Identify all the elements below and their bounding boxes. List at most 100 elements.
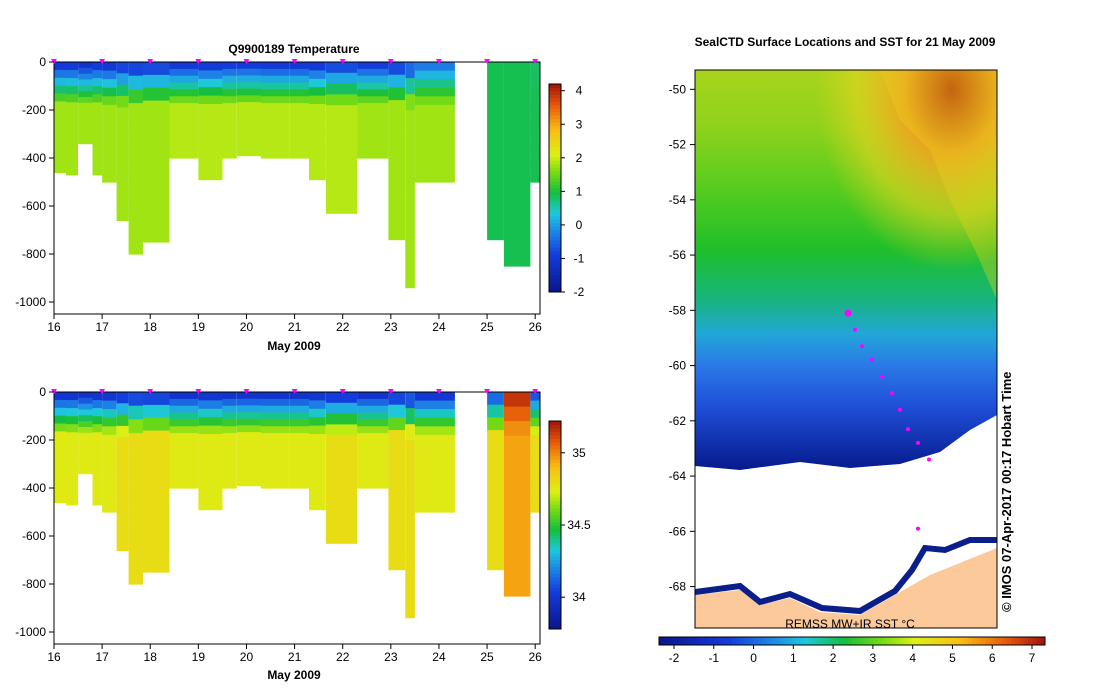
profile-cell bbox=[487, 138, 504, 152]
map-y-tick-label: -64 bbox=[669, 469, 687, 483]
colorbar-swatch bbox=[549, 445, 561, 450]
colorbar-swatch bbox=[549, 466, 561, 471]
map-colorbar-swatch bbox=[993, 637, 999, 645]
profile-cell bbox=[530, 122, 540, 132]
profile-cell bbox=[289, 453, 309, 462]
profile-cell bbox=[309, 120, 326, 130]
profile-cell bbox=[143, 62, 170, 76]
profile-cell bbox=[388, 150, 406, 165]
colorbar-swatch bbox=[549, 281, 561, 286]
profile-cell bbox=[128, 488, 143, 503]
profile-marker bbox=[195, 59, 202, 64]
profile-cell bbox=[236, 148, 261, 157]
colorbar-swatch bbox=[549, 431, 561, 436]
track-point bbox=[860, 344, 864, 349]
profile-cell bbox=[169, 89, 199, 97]
colorbar-swatch bbox=[549, 521, 561, 526]
map-colorbar-swatch bbox=[924, 637, 930, 645]
profile-cell bbox=[54, 125, 66, 134]
map-y-tick-label: -66 bbox=[669, 524, 687, 538]
map-colorbar-swatch bbox=[912, 637, 917, 645]
profile-cell bbox=[236, 62, 261, 70]
profile-cell bbox=[222, 453, 237, 462]
map-y-tick-label: -60 bbox=[669, 359, 687, 373]
profile-cell bbox=[289, 467, 309, 475]
profile-marker bbox=[339, 59, 346, 64]
colorbar-swatch bbox=[549, 549, 561, 554]
colorbar-swatch bbox=[549, 479, 561, 484]
profile-cell bbox=[54, 117, 66, 126]
profile-cell bbox=[128, 226, 143, 241]
profile-cell bbox=[325, 478, 358, 490]
profile-cell bbox=[357, 103, 389, 111]
profile-cell bbox=[414, 443, 455, 453]
sst-map-panel: SealCTD Surface Locations and SST for 21… bbox=[658, 35, 1046, 665]
profile-cell bbox=[54, 455, 66, 464]
profile-cell bbox=[143, 216, 170, 230]
profile-cell bbox=[503, 178, 531, 194]
profile-cell bbox=[530, 477, 540, 487]
profile-marker bbox=[484, 59, 491, 64]
profile-cell bbox=[289, 137, 309, 145]
temperature-title: Q9900189 Temperature bbox=[228, 42, 360, 56]
profile-cell bbox=[309, 112, 326, 122]
profile-cell bbox=[325, 467, 358, 479]
profile-cell bbox=[405, 488, 415, 506]
map-colorbar-swatch bbox=[903, 637, 909, 645]
map-colorbar-swatch bbox=[1040, 637, 1046, 645]
profile-cell bbox=[169, 481, 199, 489]
profile-cell bbox=[198, 171, 223, 181]
profile-cell bbox=[116, 448, 129, 461]
map-colorbar-swatch bbox=[714, 637, 720, 645]
profile-cell bbox=[169, 62, 199, 70]
profile-cell bbox=[54, 93, 66, 102]
profile-cell bbox=[236, 398, 261, 406]
profile-marker bbox=[532, 59, 539, 64]
profile-cell bbox=[143, 456, 170, 470]
map-colorbar-swatch bbox=[822, 637, 827, 645]
profile-cell bbox=[222, 96, 237, 104]
map-colorbar-swatch bbox=[856, 637, 862, 645]
map-y-tick-label: -52 bbox=[669, 138, 687, 152]
colorbar-swatch bbox=[549, 518, 561, 523]
profile-cell bbox=[116, 539, 129, 551]
profile-cell bbox=[78, 137, 93, 145]
antarctic-land bbox=[695, 548, 997, 628]
map-colorbar-swatch bbox=[937, 637, 943, 645]
profile-cell bbox=[357, 68, 389, 77]
profile-cell bbox=[92, 150, 103, 160]
colorbar-tick-label: 3 bbox=[576, 117, 583, 131]
profile-cell bbox=[78, 438, 93, 445]
profile-cell bbox=[405, 174, 415, 192]
profile-cell bbox=[309, 492, 326, 502]
profile-cell bbox=[169, 103, 199, 111]
y-tick-label: -1000 bbox=[15, 625, 46, 639]
profile-cell bbox=[388, 556, 406, 571]
profile-cell bbox=[198, 417, 223, 427]
profile-cell bbox=[78, 62, 93, 69]
profile-cell bbox=[128, 446, 143, 462]
colorbar-swatch bbox=[549, 528, 561, 533]
profile-cell bbox=[309, 484, 326, 494]
profile-cell bbox=[116, 516, 129, 529]
profile-cell bbox=[128, 185, 143, 200]
colorbar-swatch bbox=[549, 264, 561, 269]
colorbar-swatch bbox=[549, 219, 561, 224]
profile-cell bbox=[260, 89, 290, 97]
profile-cell bbox=[128, 556, 143, 571]
profile-cell bbox=[309, 450, 326, 460]
profile-cell bbox=[92, 488, 103, 498]
profile-cell bbox=[309, 154, 326, 164]
profile-cell bbox=[260, 405, 290, 414]
map-colorbar-swatch bbox=[946, 637, 952, 645]
profile-cell bbox=[530, 503, 540, 513]
profile-cell bbox=[222, 82, 237, 91]
profile-cell bbox=[388, 480, 406, 495]
colorbar-tick-label: 4 bbox=[576, 84, 583, 98]
profile-marker bbox=[243, 389, 250, 394]
profile-cell bbox=[357, 116, 389, 125]
profile-marker bbox=[147, 59, 154, 64]
profile-cell bbox=[66, 464, 78, 474]
colorbar-swatch bbox=[549, 240, 561, 244]
track-point bbox=[916, 440, 920, 445]
